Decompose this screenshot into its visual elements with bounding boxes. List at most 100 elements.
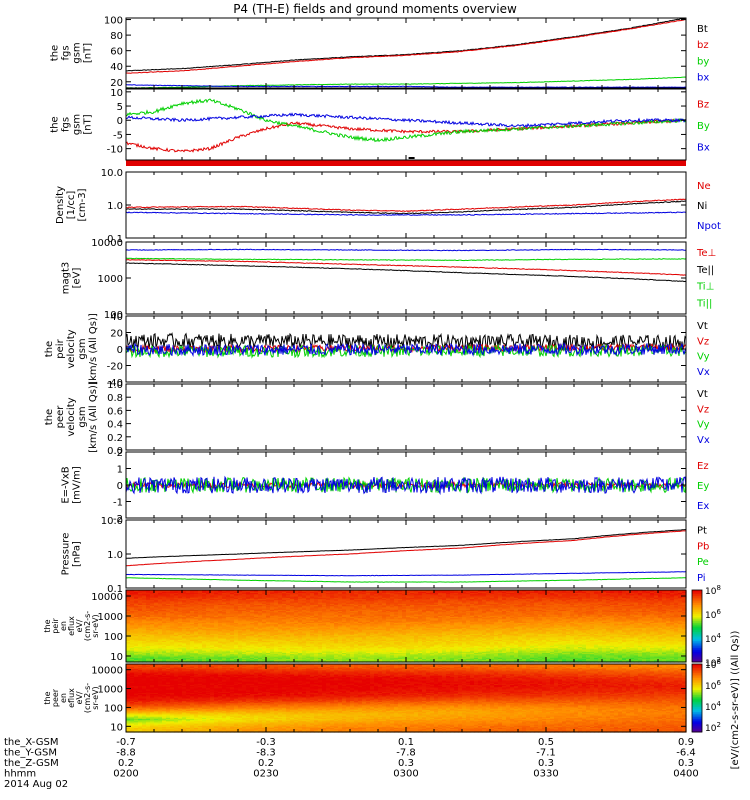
heatmap-cell — [174, 594, 179, 597]
heatmap-cell — [166, 624, 171, 627]
heatmap-cell — [162, 600, 167, 603]
heatmap-cell — [186, 644, 191, 646]
heatmap-cell — [278, 632, 283, 634]
heatmap-cell — [222, 599, 227, 602]
heatmap-cell — [278, 616, 283, 619]
heatmap-cell — [234, 614, 239, 616]
heatmap-cell — [166, 647, 171, 650]
heatmap-cell — [178, 608, 183, 610]
series-line-Ti⊥ — [125, 248, 686, 252]
heatmap-cell — [278, 606, 283, 609]
heatmap-cell — [246, 609, 251, 611]
heatmap-cell — [218, 600, 223, 603]
heatmap-cell — [170, 646, 175, 649]
y-tick-label: 0.1 — [107, 584, 123, 595]
heatmap-cell — [222, 657, 227, 659]
heatmap-cell — [290, 632, 295, 634]
heatmap-cell — [202, 645, 207, 647]
heatmap-cell — [262, 627, 267, 629]
heatmap-cell — [158, 623, 163, 626]
heatmap-cell — [274, 606, 279, 609]
heatmap-cell — [214, 603, 219, 605]
heatmap-cell — [218, 599, 223, 602]
heatmap-cell — [258, 600, 263, 603]
heatmap-cell — [198, 603, 203, 605]
y-tick-label: -2 — [113, 514, 123, 525]
heatmap-cell — [218, 632, 223, 634]
heatmap-cell — [230, 590, 235, 592]
heatmap-cell — [206, 642, 211, 645]
heatmap-cell — [166, 608, 171, 610]
heatmap-cell — [230, 609, 235, 611]
heatmap-cell — [182, 596, 187, 598]
heatmap-cell — [302, 651, 307, 653]
heatmap-cell — [238, 621, 243, 623]
heatmap-cell — [278, 610, 283, 613]
y-tick-label: 10000 — [91, 238, 123, 249]
heatmap-cell — [210, 648, 215, 651]
heatmap-cell — [170, 626, 175, 628]
heatmap-cell — [186, 602, 191, 604]
heatmap-cell — [210, 590, 215, 592]
heatmap-cell — [278, 626, 283, 628]
heatmap-cell — [158, 651, 163, 653]
heatmap-cell — [298, 597, 303, 599]
heatmap-cell — [274, 638, 279, 640]
heatmap-cell — [182, 641, 187, 644]
heatmap-cell — [250, 618, 255, 621]
heatmap-cell — [274, 626, 279, 628]
heatmap-cell — [230, 650, 235, 652]
heatmap-cell — [234, 644, 239, 646]
heatmap-cell — [230, 644, 235, 646]
heatmap-cell — [198, 632, 203, 634]
heatmap-cell — [242, 644, 247, 646]
heatmap-cell — [230, 615, 235, 617]
heatmap-cell — [210, 628, 215, 631]
heatmap-cell — [178, 622, 183, 625]
heatmap-cell — [274, 591, 279, 593]
heatmap-cell — [282, 612, 287, 615]
heatmap-cell — [266, 594, 271, 597]
heatmap-cell — [194, 609, 199, 611]
heatmap-cell — [242, 640, 247, 643]
heatmap-cell — [290, 621, 295, 623]
heatmap-cell — [250, 632, 255, 634]
heatmap-cell — [194, 632, 199, 634]
heatmap-cell — [230, 593, 235, 596]
legend-entry: Ez — [697, 461, 709, 472]
heatmap-cell — [154, 612, 159, 615]
heatmap-cell — [138, 600, 143, 603]
heatmap-cell — [150, 651, 155, 653]
heatmap-cell — [290, 614, 295, 616]
heatmap-cell — [242, 612, 247, 615]
heatmap-cell — [238, 593, 243, 596]
heatmap-cell — [266, 657, 271, 659]
legend-entry: Vt — [697, 321, 708, 332]
heatmap-cell — [210, 600, 215, 603]
heatmap-cell — [138, 605, 143, 608]
heatmap-cell — [178, 617, 183, 620]
heatmap-cell — [274, 602, 279, 604]
heatmap-cell — [290, 652, 295, 655]
heatmap-cell — [234, 621, 239, 623]
heatmap-cell — [222, 606, 227, 609]
series-line-Bt — [125, 17, 687, 72]
heatmap-cell — [258, 623, 263, 626]
heatmap-cell — [166, 611, 171, 614]
heatmap-cell — [250, 590, 255, 592]
heatmap-cell — [178, 644, 183, 646]
heatmap-cell — [262, 591, 267, 593]
heatmap-cell — [146, 627, 151, 629]
heatmap-cell — [158, 626, 163, 628]
heatmap-cell — [230, 639, 235, 641]
heatmap-cell — [226, 659, 231, 662]
heatmap-cell — [290, 651, 295, 653]
status-bar — [126, 157, 686, 166]
heatmap-cell — [242, 638, 247, 640]
heatmap-cell — [274, 618, 279, 621]
heatmap-cell — [270, 645, 275, 647]
heatmap-cell — [286, 632, 291, 634]
heatmap-cell — [170, 629, 175, 632]
heatmap-cell — [286, 604, 291, 607]
